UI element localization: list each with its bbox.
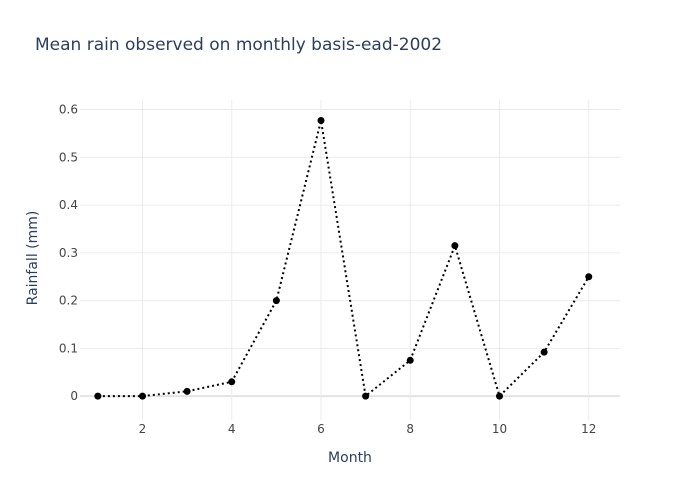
- data-point-month-9: [451, 242, 459, 250]
- y-tick-label: 0.2: [59, 294, 78, 308]
- x-tick-label: 4: [228, 422, 236, 436]
- data-point-month-6: [317, 117, 325, 125]
- y-tick-label: 0.6: [59, 103, 78, 117]
- grid-lines: [80, 100, 620, 420]
- y-tick-label: 0: [70, 389, 78, 403]
- y-tick-label: 0.5: [59, 150, 78, 164]
- series-layer: [94, 117, 593, 400]
- y-tick-label: 0.4: [59, 198, 78, 212]
- data-point-month-10: [496, 392, 504, 400]
- x-tick-label: 10: [492, 422, 507, 436]
- data-point-month-4: [228, 378, 236, 386]
- x-tick-label: 8: [406, 422, 414, 436]
- series-line: [97, 120, 590, 398]
- data-point-month-7: [362, 392, 370, 400]
- data-point-month-3: [183, 387, 191, 395]
- data-point-month-1: [94, 392, 102, 400]
- x-tick-labels: 2 4 6 8 10 12: [139, 422, 597, 436]
- data-point-month-12: [585, 273, 593, 281]
- y-tick-label: 0.1: [59, 341, 78, 355]
- x-tick-label: 12: [581, 422, 596, 436]
- y-axis-title: Rainfall (mm): [25, 211, 41, 306]
- data-point-month-11: [540, 348, 548, 356]
- y-tick-labels: 0 0.1 0.2 0.3 0.4 0.5 0.6: [59, 103, 78, 404]
- data-point-month-2: [138, 392, 146, 400]
- chart-title: Mean rain observed on monthly basis-ead-…: [35, 35, 442, 55]
- data-point-month-5: [272, 297, 280, 305]
- data-point-month-8: [406, 356, 414, 364]
- x-axis-title: Month: [328, 450, 372, 466]
- x-tick-label: 6: [317, 422, 325, 436]
- x-tick-label: 2: [139, 422, 147, 436]
- y-tick-label: 0.3: [59, 246, 78, 260]
